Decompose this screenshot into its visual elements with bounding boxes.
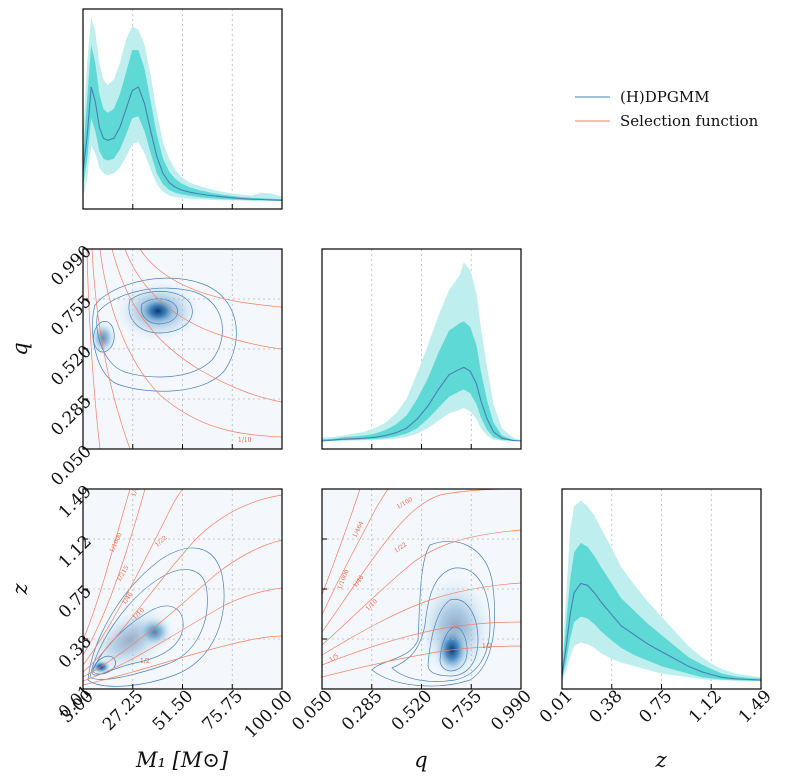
tick-label-x-q: 0.755 bbox=[438, 686, 487, 735]
panel-q-marginal bbox=[321, 248, 522, 450]
selection-m1-z bbox=[83, 489, 282, 686]
selection-label-m1z-4: 1/4 bbox=[130, 486, 140, 498]
legend-label-hdpgmm: (H)DPGMM bbox=[620, 88, 710, 106]
band-inner-z bbox=[562, 543, 761, 681]
tick-label-x-z: 0.38 bbox=[586, 686, 627, 727]
xlabel-m1: M₁ [M⊙] bbox=[135, 748, 229, 772]
median-line-z bbox=[561, 582, 762, 681]
contours-q-z bbox=[371, 541, 495, 687]
tick-label-x-z: 0.01 bbox=[536, 686, 577, 727]
panel-m1-q-joint: 1/10 bbox=[82, 248, 283, 450]
tick-label-y-q: 0.050 bbox=[47, 442, 96, 491]
xlabel-z: z bbox=[654, 748, 667, 772]
median-line-M1 bbox=[82, 86, 283, 201]
band-inner-q bbox=[322, 321, 521, 441]
band-inner-M1 bbox=[83, 44, 282, 201]
ylabel-z: z bbox=[8, 583, 32, 596]
selection-m1-q bbox=[86, 249, 282, 449]
legend-label-selection: Selection function bbox=[620, 112, 759, 130]
tick-label-x-M1: 27.25 bbox=[99, 686, 148, 735]
tick-label-x-q: 0.050 bbox=[288, 686, 337, 735]
selection-label-qz-5: 1/5 bbox=[328, 652, 340, 663]
median-line-q bbox=[321, 366, 522, 442]
tick-label-x-q: 0.990 bbox=[487, 686, 536, 735]
selection-label-qz-2: 1/2 bbox=[482, 643, 492, 650]
panel-z-marginal bbox=[561, 488, 762, 690]
tick-label-x-z: 1.12 bbox=[685, 686, 726, 727]
selection-label-m1q: 1/10 bbox=[238, 437, 252, 444]
panel-m1-z-joint: 1/1000 1/215 1/46 1/10 1/2 1/22 1/4 bbox=[82, 486, 283, 690]
tick-label-x-q: 0.520 bbox=[388, 686, 437, 735]
panel-q-z-joint: 1/1000 1/464 1/100 1/46 1/22 1/10 1/5 1/… bbox=[321, 488, 522, 690]
selection-q-z bbox=[322, 489, 521, 678]
selection-label-m1z-2: 1/2 bbox=[140, 658, 150, 665]
ylabel-q: q bbox=[8, 342, 32, 355]
contours-m1-z bbox=[87, 547, 225, 687]
tick-label-x-M1: 51.50 bbox=[149, 686, 198, 735]
tick-label-x-z: 0.75 bbox=[635, 686, 676, 727]
tick-label-x-M1: 100.00 bbox=[241, 686, 297, 742]
panel-m1-marginal bbox=[82, 8, 283, 210]
tick-label-x-z: 1.49 bbox=[735, 686, 776, 727]
legend: (H)DPGMM Selection function bbox=[575, 88, 759, 130]
tick-label-x-q: 0.285 bbox=[338, 686, 387, 735]
tick-label-x-M1: 75.75 bbox=[199, 686, 248, 735]
contours-m1-q bbox=[92, 277, 237, 392]
xlabel-q: q bbox=[414, 748, 427, 772]
band-outer-q bbox=[322, 262, 521, 441]
